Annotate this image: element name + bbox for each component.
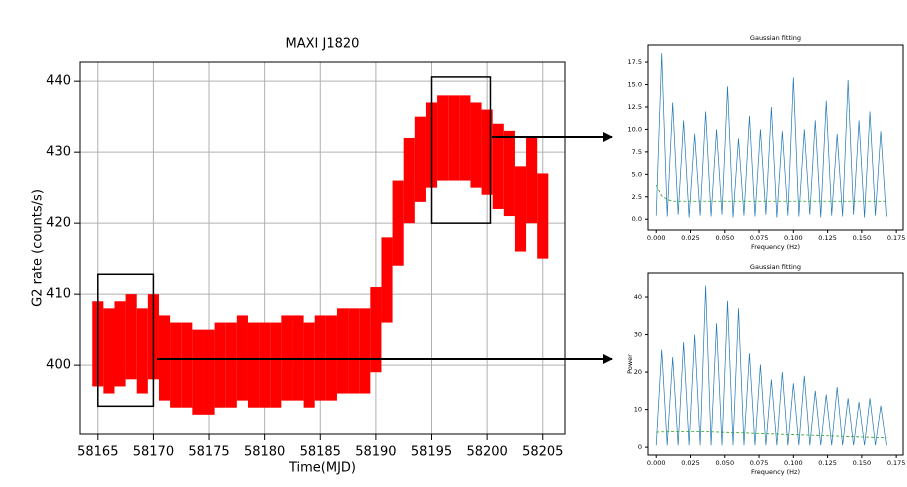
y-tick-label: 440 (46, 74, 71, 89)
plot-frame (647, 272, 904, 456)
y-tick-label: 2.5 (632, 193, 642, 201)
data-point (518, 206, 524, 212)
x-axis-label: Frequency (Hz) (751, 243, 800, 251)
x-tick-label: 58205 (522, 445, 563, 460)
x-tick-label: 0.125 (818, 234, 837, 242)
x-axis-label: Time(MJD) (288, 461, 356, 476)
x-tick-label: 0.100 (784, 234, 803, 242)
y-tick-label: 10 (634, 406, 642, 414)
data-point (473, 142, 479, 148)
data-point (206, 369, 212, 375)
data-point (217, 362, 223, 368)
data-point (128, 334, 134, 340)
x-tick-label: 0.175 (887, 234, 906, 242)
x-tick-label: 58180 (244, 445, 285, 460)
x-axis-label: Frequency (Hz) (751, 468, 800, 476)
series-line (655, 285, 887, 446)
y-tick-label: 15.0 (628, 81, 642, 89)
x-tick-label: 0.075 (750, 459, 769, 467)
data-point (484, 149, 490, 155)
x-tick-label: 58190 (355, 445, 396, 460)
series-line (655, 53, 887, 218)
data-point (184, 362, 190, 368)
y-axis-label: G2 rate (counts/s) (31, 189, 46, 307)
x-tick-label: 58175 (188, 445, 229, 460)
x-tick-label: 0.025 (681, 459, 700, 467)
series-line (656, 430, 887, 439)
x-tick-label: 58165 (77, 445, 118, 460)
data-point (529, 178, 535, 184)
data-point (417, 156, 423, 162)
data-point (173, 362, 179, 368)
x-tick-label: 0.025 (681, 234, 700, 242)
data-point (351, 348, 357, 354)
chart-title: MAXI J1820 (286, 37, 360, 52)
data-point (340, 348, 346, 354)
plot-frame (647, 44, 904, 231)
y-tick-label: 12.5 (628, 103, 642, 111)
y-tick-label: 410 (46, 287, 71, 302)
data-point (117, 341, 123, 347)
x-tick-label: 0.075 (750, 234, 769, 242)
data-point (106, 348, 112, 354)
y-tick-label: 0 (638, 443, 642, 451)
y-tick-label: 40 (634, 293, 642, 301)
y-tick-label: 5.0 (632, 170, 642, 178)
data-point (195, 369, 201, 375)
data-point (506, 170, 512, 176)
chart-title: Gaussian fitting (750, 34, 801, 42)
data-point (495, 163, 501, 169)
x-tick-label: 0.175 (887, 459, 906, 467)
data-point (384, 277, 390, 283)
x-tick-label: 0.050 (715, 459, 734, 467)
x-tick-label: 58185 (300, 445, 341, 460)
x-tick-label: 0.000 (647, 234, 666, 242)
x-tick-label: 0.100 (784, 459, 803, 467)
x-tick-label: 0.000 (647, 459, 666, 467)
x-tick-label: 0.150 (853, 234, 872, 242)
x-tick-label: 0.050 (715, 234, 734, 242)
x-tick-label: 0.125 (818, 459, 837, 467)
y-tick-label: 400 (46, 358, 71, 373)
data-point (306, 362, 312, 368)
y-tick-label: 430 (46, 145, 71, 160)
data-point (540, 213, 546, 219)
y-tick-label: 0.0 (632, 215, 642, 223)
data-point (139, 348, 145, 354)
data-point (251, 362, 257, 368)
x-tick-label: 0.150 (853, 459, 872, 467)
chart-title: Gaussian fitting (750, 263, 801, 271)
y-tick-label: 20 (634, 368, 642, 376)
data-point (462, 135, 468, 141)
data-point (262, 362, 268, 368)
highlight-box (97, 273, 155, 408)
y-axis-label: Power (626, 354, 634, 374)
data-point (451, 135, 457, 141)
data-point (362, 348, 368, 354)
y-tick-label: 420 (46, 216, 71, 231)
y-tick-label: 10.0 (628, 125, 642, 133)
data-point (273, 362, 279, 368)
highlight-box (430, 76, 492, 224)
data-point (440, 135, 446, 141)
y-tick-label: 7.5 (632, 148, 642, 156)
y-tick-label: 30 (634, 331, 642, 339)
y-tick-label: 17.5 (628, 58, 642, 66)
x-tick-label: 58200 (466, 445, 507, 460)
data-point (228, 362, 234, 368)
data-point (406, 178, 412, 184)
series-line (655, 184, 887, 202)
x-tick-label: 58195 (411, 445, 452, 460)
data-point (395, 220, 401, 226)
plot-frame (79, 61, 566, 435)
data-point (373, 327, 379, 333)
x-tick-label: 58170 (133, 445, 174, 460)
